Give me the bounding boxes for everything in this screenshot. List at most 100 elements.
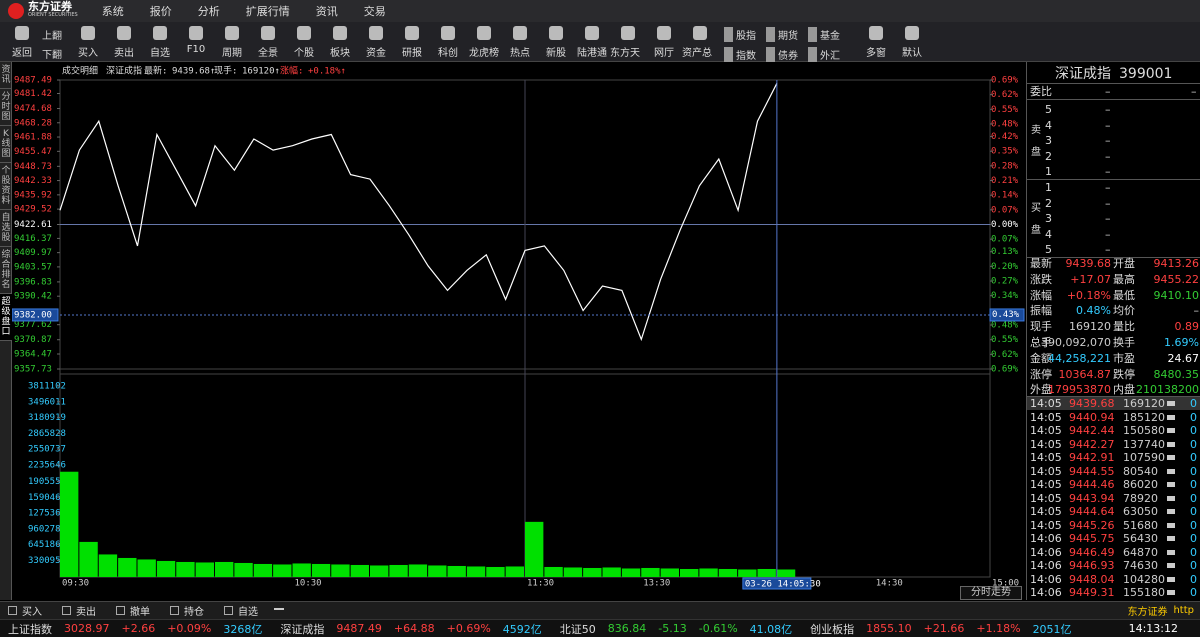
tool-back[interactable]: 返回 xyxy=(4,26,40,59)
tool-button[interactable]: 新股 xyxy=(538,26,574,59)
bottom-action[interactable]: 卖出 xyxy=(62,603,96,618)
trade-row: 14:05 9442.44 150580 0 xyxy=(1027,424,1200,437)
menu-item[interactable]: 分析 xyxy=(197,5,220,18)
cell: – xyxy=(1105,227,1111,241)
cursor-y2-label: 0.43% xyxy=(992,310,1020,320)
trade-vol: 80540 xyxy=(1123,464,1158,478)
tool-button[interactable]: 默认 xyxy=(894,26,930,59)
quote-name: 深证成指 xyxy=(1055,66,1111,82)
icon xyxy=(585,26,599,40)
label: 网厅 xyxy=(654,48,674,59)
stat-label: 最低 xyxy=(1113,288,1135,302)
stat-label: 涨幅 xyxy=(1030,288,1052,302)
small-tool[interactable]: 期货 xyxy=(766,27,808,42)
bottom-action[interactable]: 撤单 xyxy=(116,603,150,618)
stat-value: 0.48% xyxy=(1076,304,1111,318)
trade-row: 14:06 9449.31 155180 0 xyxy=(1027,586,1200,599)
volume-bar xyxy=(505,566,524,577)
stat-value: 10364.87 xyxy=(1058,367,1112,381)
volume-bar xyxy=(273,564,292,577)
menu-item[interactable]: 交易 xyxy=(363,5,386,18)
side-tab[interactable]: 分时图 xyxy=(0,89,12,126)
index-name[interactable]: 北证50 xyxy=(559,622,596,636)
side-tab[interactable]: K线图 xyxy=(0,126,12,163)
tool-button[interactable]: 卖出 xyxy=(106,26,142,59)
tool-button[interactable]: 周期 xyxy=(214,26,250,59)
side-tab[interactable]: 自选股 xyxy=(0,210,12,247)
volume-bar xyxy=(428,565,447,577)
trade-arrow xyxy=(1167,576,1175,582)
bottom-action[interactable]: 持仓 xyxy=(170,603,204,618)
tool-button[interactable]: 科创 xyxy=(430,26,466,59)
label: 周期 xyxy=(222,48,242,59)
tool-button[interactable]: F10 xyxy=(178,26,214,55)
index-name[interactable]: 深证成指 xyxy=(280,622,325,636)
stat-value: 179953870 xyxy=(1048,383,1111,397)
stat-value: 210138200 xyxy=(1136,383,1199,397)
icon xyxy=(869,26,883,40)
trade-price: 9440.94 xyxy=(1069,410,1115,424)
page-button[interactable]: 上翻 xyxy=(42,31,62,42)
tool-button[interactable]: 自选 xyxy=(142,26,178,59)
volume-bar xyxy=(718,568,738,577)
small-tool[interactable]: 股指 xyxy=(724,27,766,42)
label: 默认 xyxy=(902,48,922,59)
small-tool[interactable]: 基金 xyxy=(808,27,850,42)
tool-button[interactable]: 全景 xyxy=(250,26,286,59)
menu-item[interactable]: 扩展行情 xyxy=(245,5,290,18)
label: 买入 xyxy=(78,48,98,59)
logo[interactable]: 东方证券 ORIENT SECURITIES xyxy=(28,1,78,20)
cell: – xyxy=(1105,103,1111,116)
tool-button[interactable]: 个股 xyxy=(286,26,322,59)
trade-row: 14:06 9446.49 64870 0 xyxy=(1027,546,1200,559)
menu-item[interactable]: 资讯 xyxy=(315,5,338,18)
separator xyxy=(1027,179,1200,180)
y-tick-label: 9390.42 xyxy=(14,292,52,302)
volume-bar xyxy=(525,521,544,577)
cursor-box xyxy=(989,308,1025,322)
trade-time: 14:05 xyxy=(1030,451,1062,464)
side-tab[interactable]: 综合排名 xyxy=(0,247,12,294)
chart-tab[interactable]: 分时走势 xyxy=(960,586,1022,600)
bottom-action[interactable]: 自选 xyxy=(224,603,258,618)
volume-tick-label: 1275369 xyxy=(28,509,66,519)
tool-button[interactable]: 陆港通 xyxy=(574,26,610,59)
tool-button[interactable]: 龙虎榜 xyxy=(466,26,502,59)
tool-button[interactable]: 热点 xyxy=(502,26,538,59)
side-tab[interactable]: 资讯 xyxy=(0,62,12,89)
y-tick-label: 9409.97 xyxy=(14,248,52,258)
tool-button[interactable]: 买入 xyxy=(70,26,106,59)
trade-time: 14:06 xyxy=(1030,532,1062,545)
add-button[interactable] xyxy=(274,608,284,618)
trade-time: 14:06 xyxy=(1030,545,1062,559)
small-tool[interactable]: 指数 xyxy=(724,47,766,62)
trade-time: 14:05 xyxy=(1030,397,1062,410)
small-tool[interactable]: 债券 xyxy=(766,47,808,62)
side-tab[interactable]: 超级盘口 xyxy=(0,294,12,341)
tool-button[interactable]: 板块 xyxy=(322,26,358,59)
trade-vol: 107590 xyxy=(1123,451,1165,464)
tool-button[interactable]: 多窗 xyxy=(858,26,894,59)
trade-count: 0 xyxy=(1190,424,1197,437)
volume-tick-label: 330095 xyxy=(28,556,61,566)
menu-item[interactable]: 报价 xyxy=(149,5,172,18)
page-buttons: 上翻 下翻 xyxy=(42,27,62,61)
toolbar: 返回 上翻 下翻 买入 卖出 自选 F10 周期 全景 个股 板块 资金 研报 科创 龙虎榜 热点 新股 陆港通东… xyxy=(0,22,1200,74)
stat-value: 9413.26 xyxy=(1153,257,1200,270)
small-tool[interactable]: 外汇 xyxy=(808,47,850,62)
cell: 3 xyxy=(1045,212,1052,225)
page-button[interactable]: 下翻 xyxy=(42,50,62,61)
tool-button[interactable]: 网厅 xyxy=(646,26,682,59)
index-name[interactable]: 上证指数 xyxy=(8,622,52,636)
volume-tick-label: 1905551 xyxy=(28,477,66,487)
label: 返回 xyxy=(12,48,32,59)
trade-vol: 56430 xyxy=(1123,532,1158,545)
index-name[interactable]: 创业板指 xyxy=(810,622,855,636)
bottom-action[interactable]: 买入 xyxy=(8,603,42,618)
tool-button[interactable]: 资金 xyxy=(358,26,394,59)
menu-item[interactable]: 系统 xyxy=(101,5,124,18)
tool-button[interactable]: 研报 xyxy=(394,26,430,59)
stat-value: 44,258,221 xyxy=(1048,351,1111,365)
side-tab[interactable]: 个股资料 xyxy=(0,163,12,210)
cell: 5 xyxy=(1045,243,1052,256)
